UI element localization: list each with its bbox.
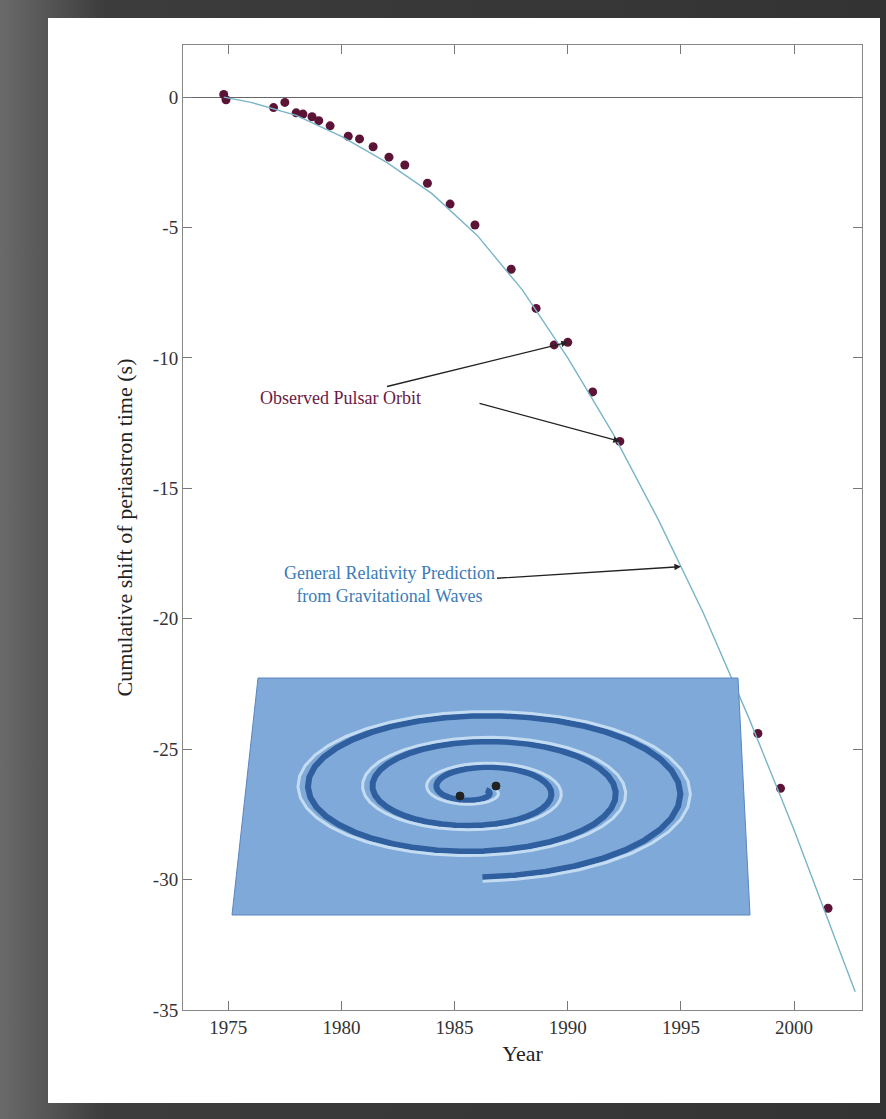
svg-text:1985: 1985 [436,1017,474,1038]
svg-text:1995: 1995 [662,1017,700,1038]
svg-text:-20: -20 [153,608,178,629]
svg-text:Year: Year [502,1041,543,1066]
svg-text:Cumulative shift of periastron: Cumulative shift of periastron time (s) [112,359,137,697]
svg-text:-5: -5 [162,217,178,238]
svg-text:1980: 1980 [322,1017,360,1038]
svg-text:2000: 2000 [775,1017,813,1038]
svg-text:-30: -30 [153,869,178,890]
svg-text:Observed Pulsar Orbit: Observed Pulsar Orbit [260,388,421,408]
svg-text:-10: -10 [153,348,178,369]
svg-text:General Relativity Predictionf: General Relativity Predictionfrom Gravit… [284,563,495,606]
svg-text:-15: -15 [153,478,178,499]
svg-text:1990: 1990 [549,1017,587,1038]
svg-text:-35: -35 [153,1000,178,1021]
svg-text:-25: -25 [153,739,178,760]
svg-text:1975: 1975 [209,1017,247,1038]
svg-text:0: 0 [169,87,179,108]
